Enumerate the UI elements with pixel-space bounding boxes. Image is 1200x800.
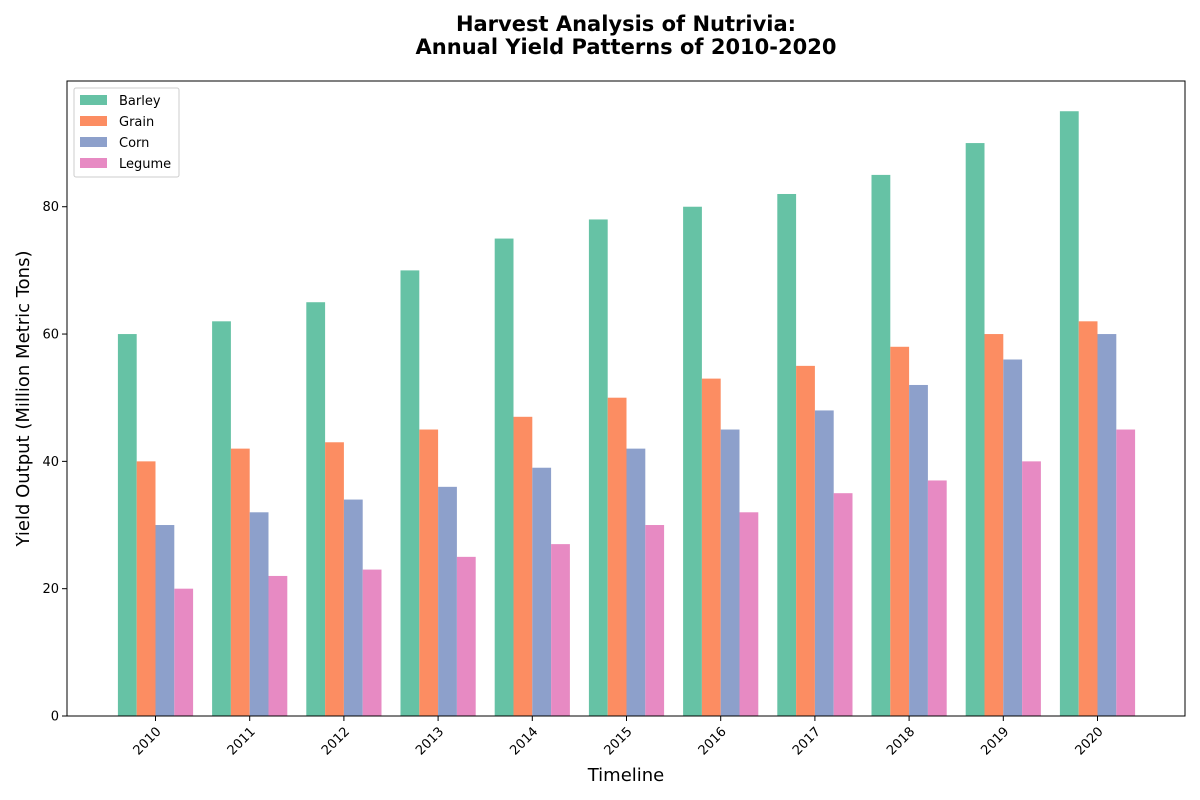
bar-corn-2020: [1097, 334, 1117, 716]
plot-frame: [66, 80, 1186, 717]
bar-grain-2018: [890, 346, 910, 716]
y-tick-label-80: 80: [42, 200, 59, 215]
bar-barley-2018: [871, 174, 891, 716]
bar-legume-2019: [1022, 461, 1041, 716]
bar-corn-2012: [343, 499, 363, 716]
legend-frame: [73, 87, 180, 178]
bars-group: [117, 111, 1136, 717]
bar-barley-2014: [494, 238, 514, 716]
legend-label-legume: Legume: [119, 157, 171, 172]
bar-grain-2012: [325, 442, 344, 716]
bar-grain-2013: [419, 429, 439, 716]
legend-label-barley: Barley: [119, 94, 161, 109]
y-axis-label: Yield Output (Million Metric Tons): [13, 251, 34, 548]
bar-barley-2015: [588, 219, 608, 716]
y-ticks-group: 0 20 40 60 80: [42, 200, 67, 725]
bar-corn-2017: [814, 410, 834, 716]
legend-swatch-corn: [80, 137, 107, 147]
legend-swatch-grain: [80, 116, 107, 126]
legend-label-grain: Grain: [119, 115, 154, 130]
bar-barley-2012: [306, 302, 326, 716]
bar-barley-2016: [683, 206, 702, 717]
bar-barley-2019: [965, 143, 985, 716]
bar-corn-2016: [720, 429, 740, 716]
bar-legume-2015: [645, 525, 665, 716]
legend: Barley Grain Corn Legume: [73, 87, 180, 178]
y-tick-label-40: 40: [42, 455, 59, 470]
bar-grain-2014: [513, 416, 533, 716]
bar-legume-2017: [833, 493, 853, 716]
bar-barley-2013: [400, 270, 420, 716]
bar-corn-2014: [532, 467, 552, 716]
bar-corn-2015: [626, 448, 646, 716]
bar-corn-2011: [249, 512, 269, 716]
bar-grain-2017: [796, 365, 815, 716]
bar-grain-2011: [230, 448, 250, 716]
bar-grain-2015: [607, 397, 627, 716]
bar-corn-2013: [438, 486, 457, 716]
legend-swatch-legume: [80, 158, 107, 168]
bar-barley-2011: [212, 321, 231, 716]
bar-corn-2018: [909, 384, 928, 716]
bar-grain-2016: [701, 378, 721, 716]
bar-legume-2014: [551, 544, 570, 716]
chart-title-line-1: Harvest Analysis of Nutrivia:: [456, 12, 796, 36]
bar-barley-2010: [117, 334, 137, 716]
bar-legume-2010: [174, 588, 194, 716]
bar-grain-2020: [1078, 321, 1098, 716]
bar-legume-2013: [456, 556, 476, 716]
bar-barley-2017: [777, 193, 797, 717]
bar-barley-2020: [1059, 111, 1079, 717]
bar-legume-2011: [268, 575, 288, 716]
y-tick-label-60: 60: [42, 328, 59, 343]
bar-grain-2019: [984, 334, 1004, 716]
y-tick-label-0: 0: [51, 710, 59, 725]
chart-title-line-2: Annual Yield Patterns of 2010-2020: [416, 35, 837, 59]
bar-legume-2012: [362, 569, 382, 716]
legend-swatch-barley: [80, 95, 107, 105]
bar-grain-2010: [136, 461, 156, 716]
bar-legume-2020: [1116, 429, 1136, 716]
y-tick-label-20: 20: [42, 582, 59, 597]
legend-label-corn: Corn: [119, 136, 149, 151]
bar-legume-2018: [927, 480, 947, 716]
bar-legume-2016: [739, 512, 759, 716]
bar-corn-2010: [155, 525, 175, 716]
x-axis-label: Timeline: [587, 765, 665, 786]
bar-corn-2019: [1003, 359, 1023, 716]
